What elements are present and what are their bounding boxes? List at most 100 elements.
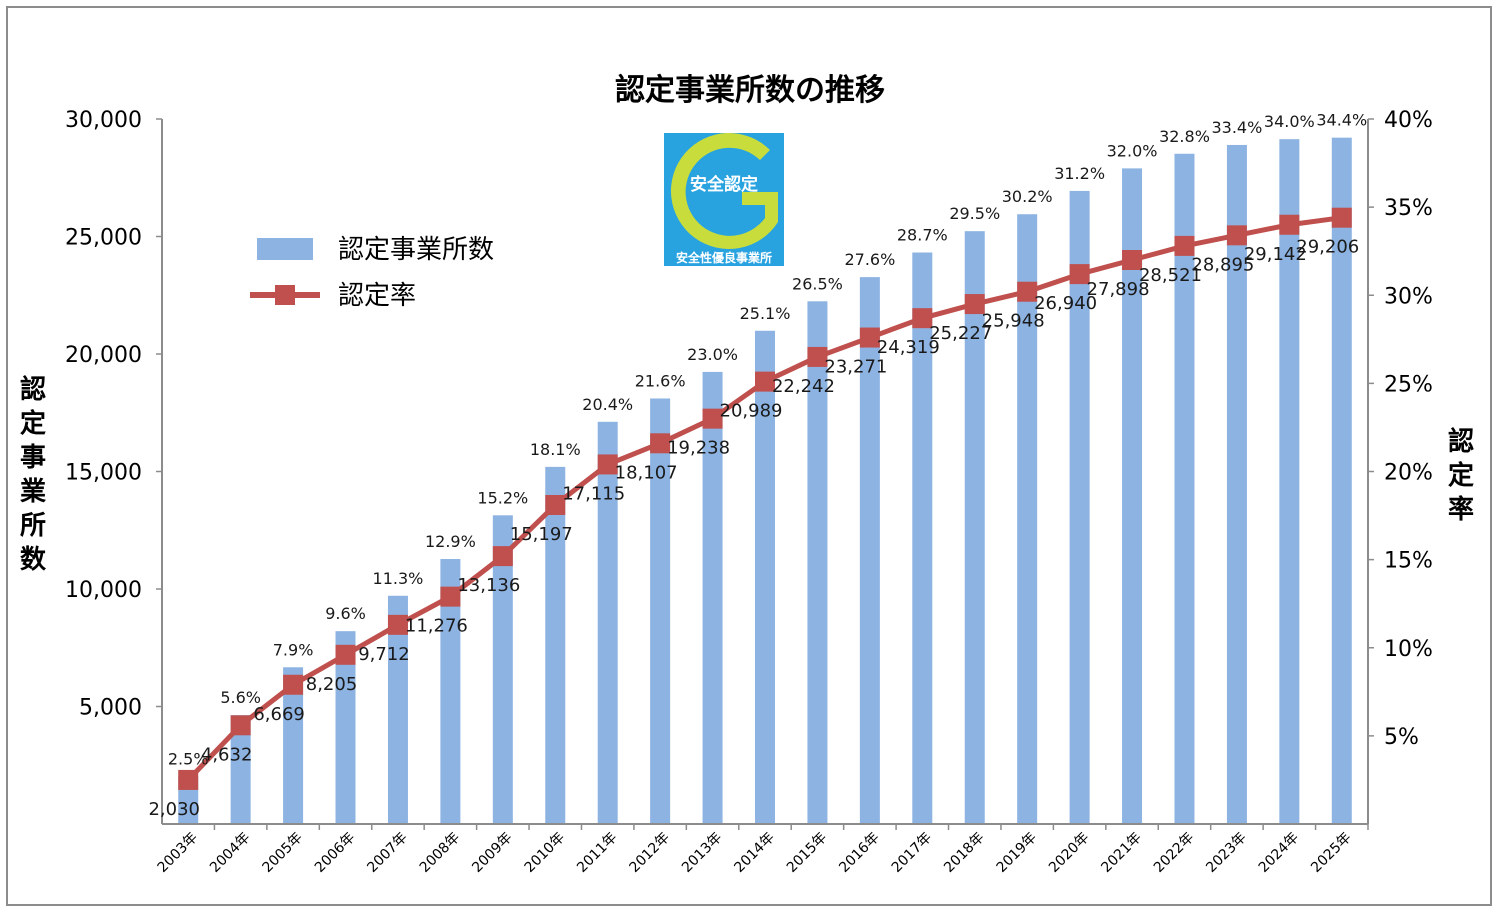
y-right-title-char: 率 bbox=[1448, 494, 1474, 525]
rate-marker bbox=[335, 644, 356, 665]
bar-data-label: 6,669 bbox=[253, 704, 305, 725]
x-tick-label: 2022年 bbox=[1151, 830, 1197, 876]
bar-data-label: 9,712 bbox=[358, 644, 410, 665]
x-tick-label: 2019年 bbox=[994, 830, 1040, 876]
x-tick-label: 2009年 bbox=[469, 830, 515, 876]
rate-data-label: 33.4% bbox=[1211, 118, 1262, 137]
bar-data-label: 13,136 bbox=[457, 575, 520, 596]
bar-data-label: 22,242 bbox=[772, 376, 835, 397]
rate-marker bbox=[1017, 281, 1038, 302]
rate-marker bbox=[597, 454, 618, 475]
bar bbox=[807, 301, 828, 824]
x-tick-label: 2010年 bbox=[522, 830, 568, 876]
y-left-tick-label: 25,000 bbox=[65, 226, 142, 251]
x-tick-label: 2018年 bbox=[941, 830, 987, 876]
y-right-tick-label: 30% bbox=[1384, 284, 1433, 309]
bar bbox=[492, 515, 513, 824]
legend-label-bars: 認定事業所数 bbox=[338, 235, 494, 265]
x-tick-label: 2021年 bbox=[1098, 830, 1144, 876]
legend-label-rate: 認定率 bbox=[338, 281, 416, 311]
legend-marker-rate bbox=[275, 285, 295, 305]
y-right-tick-label: 5% bbox=[1384, 725, 1419, 750]
bar bbox=[1331, 137, 1352, 824]
bar bbox=[964, 231, 985, 824]
bar bbox=[335, 631, 356, 824]
bar bbox=[1174, 153, 1195, 825]
x-tick-label: 2024年 bbox=[1256, 830, 1302, 876]
rate-data-label: 2.5% bbox=[168, 749, 209, 768]
legend-swatch-bars bbox=[257, 238, 313, 260]
y-right-tick-label: 15% bbox=[1384, 549, 1433, 574]
chart-title: 認定事業所数の推移 bbox=[615, 73, 885, 108]
rate-marker bbox=[1279, 214, 1300, 235]
bar-data-label: 18,107 bbox=[615, 462, 678, 483]
data-labels: 2.5% 5.6% 7.9% 9.6% 11.3%12.9% 15.2% 18.1% 20.4… bbox=[148, 111, 1367, 820]
rate-data-label: 28.7% bbox=[897, 226, 948, 245]
y-right-tick-label: 25% bbox=[1384, 372, 1433, 397]
logo-sub-text: 安全性優良事業所 bbox=[676, 250, 772, 265]
rate-marker bbox=[178, 769, 199, 790]
y-left-tick-label: 15,000 bbox=[65, 461, 142, 486]
rate-marker bbox=[650, 433, 671, 454]
bar bbox=[912, 252, 933, 825]
bar bbox=[702, 371, 723, 824]
y-left-title-char: 事 bbox=[20, 443, 46, 473]
bar bbox=[230, 715, 251, 824]
rate-data-label: 34.0% bbox=[1264, 112, 1315, 131]
y-left-tick-label: 5,000 bbox=[79, 696, 142, 721]
bar bbox=[283, 667, 304, 824]
y-left-tick-label: 30,000 bbox=[65, 108, 142, 133]
x-tick-label: 2003年 bbox=[155, 830, 201, 876]
rate-data-label: 25.1% bbox=[740, 304, 791, 323]
y-axis-right-title: 認定率 bbox=[1448, 426, 1474, 525]
rate-data-label: 27.6% bbox=[844, 250, 895, 269]
bar-data-label: 27,898 bbox=[1087, 279, 1150, 300]
bar bbox=[387, 595, 408, 824]
bar-data-label: 28,895 bbox=[1191, 254, 1254, 275]
rate-data-label: 26.5% bbox=[792, 274, 843, 293]
x-tick-label: 2012年 bbox=[627, 830, 673, 876]
rate-data-label: 30.2% bbox=[1002, 187, 1053, 206]
rate-data-label: 12.9% bbox=[425, 532, 476, 551]
x-tick-label: 2014年 bbox=[731, 830, 777, 876]
bar bbox=[1069, 190, 1090, 824]
rate-marker bbox=[440, 586, 461, 607]
rate-data-label: 9.6% bbox=[325, 604, 366, 623]
rate-marker bbox=[807, 346, 828, 367]
rate-data-label: 21.6% bbox=[635, 371, 686, 390]
rate-marker bbox=[387, 614, 408, 635]
y-right-title-char: 認 bbox=[1448, 426, 1474, 457]
rate-data-label: 23.0% bbox=[687, 345, 738, 364]
y-right-tick-label: 10% bbox=[1384, 637, 1433, 662]
bar bbox=[597, 421, 618, 824]
bar-series bbox=[178, 137, 1352, 825]
bar-data-label: 17,115 bbox=[562, 483, 625, 504]
rate-marker bbox=[859, 327, 880, 348]
rate-marker bbox=[545, 494, 566, 515]
y-left-title-char: 数 bbox=[20, 545, 47, 575]
rate-marker bbox=[755, 371, 775, 392]
rate-marker bbox=[1226, 225, 1247, 246]
x-tick-label: 2020年 bbox=[1046, 830, 1092, 876]
x-tick-label: 2004年 bbox=[207, 830, 253, 876]
rate-marker bbox=[912, 308, 933, 329]
x-tick-label: 2011年 bbox=[574, 830, 620, 876]
bar-data-label: 26,940 bbox=[1034, 293, 1097, 314]
rate-marker bbox=[964, 294, 985, 315]
bar-data-label: 25,227 bbox=[929, 323, 992, 344]
bar-data-label: 4,632 bbox=[201, 744, 253, 765]
bar bbox=[1226, 144, 1247, 824]
y-right-tick-label: 35% bbox=[1384, 196, 1433, 221]
rate-marker bbox=[1122, 250, 1143, 270]
rate-data-label: 20.4% bbox=[582, 395, 633, 414]
y-axis-left-title: 認定事業所数 bbox=[20, 374, 47, 575]
rate-marker bbox=[1069, 264, 1090, 285]
bar-data-label: 11,276 bbox=[405, 616, 468, 637]
rate-marker bbox=[492, 546, 513, 567]
logo-main-text: 安全認定 bbox=[690, 174, 758, 195]
bar bbox=[545, 466, 566, 824]
rate-data-label: 11.3% bbox=[373, 569, 424, 588]
y-left-title-char: 定 bbox=[20, 408, 46, 439]
y-left-title-char: 業 bbox=[20, 477, 46, 507]
rate-marker bbox=[1331, 207, 1352, 228]
